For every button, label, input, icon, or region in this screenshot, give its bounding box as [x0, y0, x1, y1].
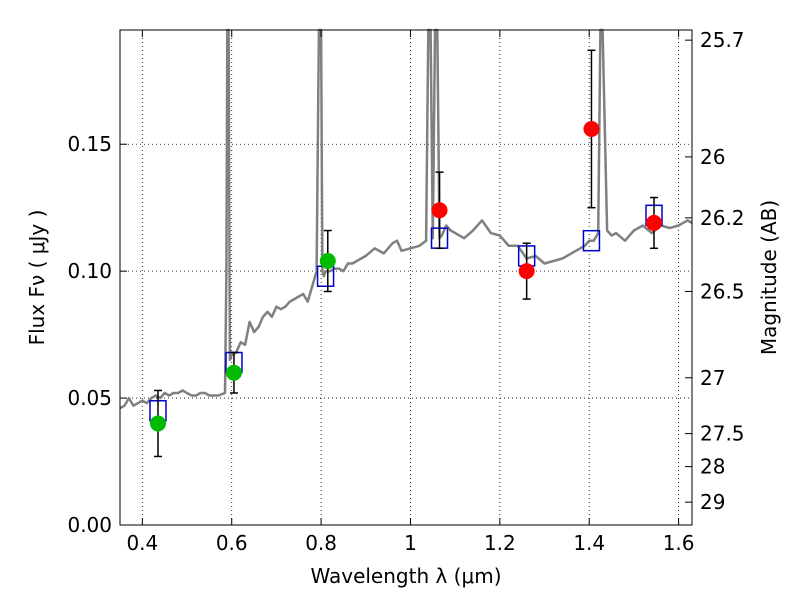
red-data-point [431, 202, 448, 219]
right-tick-label: 27 [700, 366, 725, 390]
red-data-point [646, 214, 663, 231]
y-tick-label: 0.05 [67, 386, 112, 410]
model-layer [119, 28, 693, 410]
green-data-point [225, 364, 242, 381]
red-data-point [583, 121, 600, 137]
right-tick-label: 28 [700, 455, 725, 479]
x-axis-label: Wavelength λ (μm) [310, 564, 501, 588]
x-tick-label: 1.6 [663, 531, 695, 555]
right-tick-label: 25.7 [700, 28, 745, 52]
y-tick-label: 0.00 [67, 513, 112, 537]
green-data-point [319, 253, 336, 269]
x-tick-label: 1.2 [484, 531, 516, 555]
right-tick-label: 27.5 [700, 422, 745, 446]
x-tick-label: 0.8 [305, 531, 337, 555]
model-spectrum-line [119, 28, 693, 410]
green-data-point [149, 415, 166, 432]
x-tick-label: 0.4 [126, 531, 158, 555]
point-layer [149, 121, 663, 432]
right-tick-label: 26.5 [700, 279, 745, 303]
grid-layer [120, 30, 692, 526]
x-tick-label: 1 [404, 531, 417, 555]
right-tick-label: 26 [700, 145, 725, 169]
right-tick-label: 26.2 [700, 206, 745, 230]
right-axis-label: Magnitude (AB) [757, 200, 781, 355]
y-tick-label: 0.15 [67, 132, 112, 156]
y-tick-label: 0.10 [67, 259, 112, 283]
y-axis-label: Flux Fν ( μJy ) [25, 210, 49, 346]
x-tick-label: 1.4 [573, 531, 605, 555]
plot-frame [119, 29, 693, 526]
tick-layer: 0.4 0.6 0.8 1 1.2 1.4 1.6 0.00 0.05 0.10 0.15 25.7 2… [67, 28, 744, 555]
right-tick-label: 29 [700, 490, 725, 514]
x-tick-label: 0.6 [216, 531, 248, 555]
synthetic-band-box [582, 229, 601, 252]
red-data-point [518, 263, 535, 280]
